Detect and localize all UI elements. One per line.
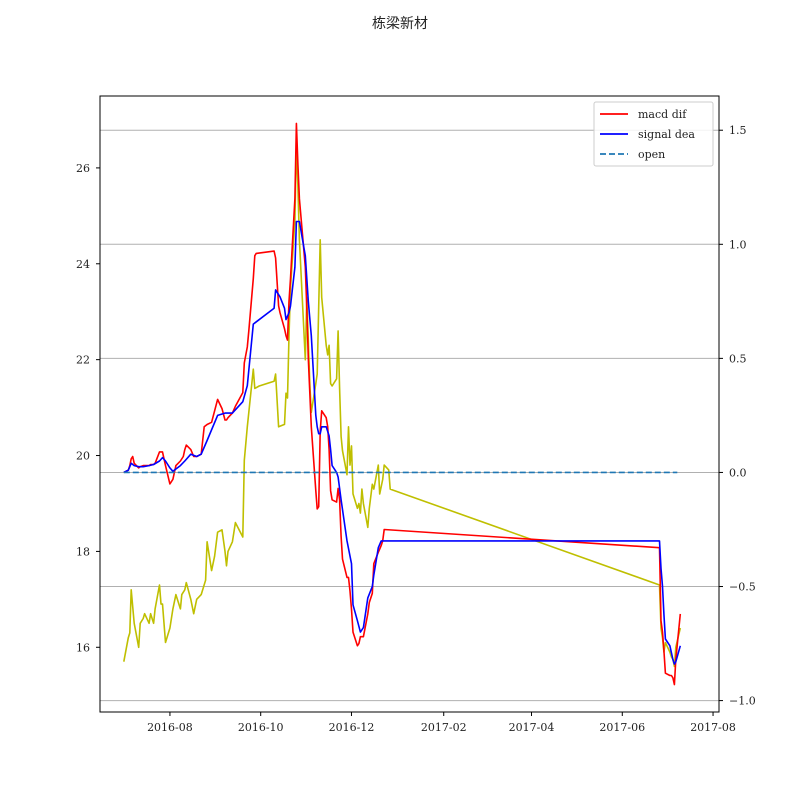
x-tick-label: 2017-02: [421, 721, 467, 734]
y-axis-left: 16 18 20 22 24 26: [76, 162, 100, 654]
y-right-tick-label: 1.0: [729, 238, 747, 251]
y-right-tick-label: −0.5: [729, 581, 756, 594]
legend-label: open: [638, 148, 665, 161]
legend-label: macd dif: [638, 108, 687, 121]
x-tick-label: 2017-06: [599, 721, 645, 734]
y-right-tick-label: 1.5: [729, 124, 747, 137]
plot-area: [123, 122, 682, 686]
y-left-tick-label: 18: [76, 545, 90, 558]
y-left-tick-label: 20: [76, 450, 90, 463]
series-line-macd-dif: [123, 122, 682, 686]
y-left-tick-label: 16: [76, 641, 90, 654]
y-left-tick-label: 22: [76, 354, 90, 367]
legend-label: signal dea: [638, 128, 695, 141]
y-axis-right: −1.0 −0.5 0.0 0.5 1.0 1.5: [719, 124, 756, 708]
y-left-tick-label: 26: [76, 162, 90, 175]
y-right-tick-label: 0.0: [729, 466, 747, 479]
legend-box: [593, 101, 714, 167]
series-line-signal-dea: [123, 220, 682, 665]
y-right-tick-label: 0.5: [729, 352, 747, 365]
x-tick-label: 2017-04: [509, 721, 555, 734]
x-tick-label: 2017-08: [690, 721, 736, 734]
x-tick-label: 2016-12: [329, 721, 375, 734]
series-line-close: [123, 143, 682, 668]
chart-title: 栋梁新材: [372, 15, 428, 32]
y-left-tick-label: 24: [76, 258, 90, 271]
x-tick-label: 2016-08: [147, 721, 193, 734]
legend: macd dif signal dea open: [593, 101, 714, 167]
x-tick-label: 2016-10: [238, 721, 284, 734]
plot-frame: [99, 95, 720, 713]
x-axis: 2016-08 2016-10 2016-12 2017-02 2017-04 2017-…: [147, 712, 736, 734]
y-right-tick-label: −1.0: [729, 695, 756, 708]
grid-lines: [100, 129, 719, 702]
